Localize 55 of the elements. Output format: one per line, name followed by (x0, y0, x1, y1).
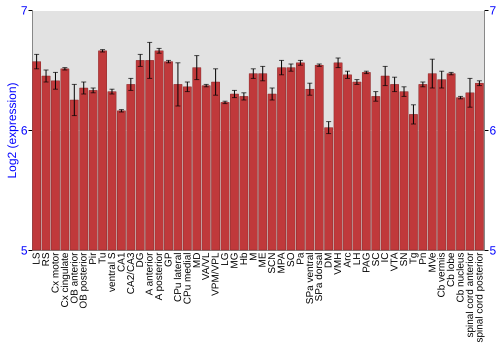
x-tick-label: Tg (408, 252, 420, 264)
x-tick-label: SCN (267, 252, 278, 274)
x-tick-label: MPA (276, 252, 288, 274)
y-axis-title: Log2 (expression) (4, 82, 19, 179)
x-tick-label: SPa ventral (304, 252, 316, 304)
x-tick-label: M (248, 252, 260, 261)
y2-tick-label: 7 (490, 4, 496, 18)
x-tick-label: RS (41, 252, 52, 266)
x-tick-label: Cb lobe (446, 252, 458, 287)
x-tick-label: Cb nucleus (456, 252, 467, 303)
x-tick-label: Cb vermis (436, 252, 448, 298)
x-tick-label: MG (229, 252, 240, 269)
x-tick-label: Tu (98, 252, 109, 264)
x-tick-label: GP (164, 252, 175, 267)
x-tick-label: A anterior (144, 252, 156, 296)
x-tick-label: SC (370, 252, 382, 266)
x-tick-label: VPM/VPL (210, 252, 222, 296)
x-tick-label: Pir (88, 252, 100, 265)
x-tick-label: ME (258, 252, 269, 268)
x-tick-label: CA1 (116, 252, 128, 272)
x-tick-label: CPu lateral (172, 252, 184, 302)
x-tick-label: OB anterior (69, 252, 80, 304)
x-tick-label: LS (32, 252, 43, 265)
x-tick-label: Arc (342, 252, 354, 268)
y2-tick-label: 5 (490, 244, 496, 258)
y-tick-label: 5 (20, 244, 28, 258)
x-tick-label: SO (286, 252, 297, 267)
x-tick-label: MD (192, 252, 203, 268)
x-tick-label: Hb (238, 252, 250, 266)
x-tick-label: CA2/CA3 (126, 252, 137, 294)
x-tick-label: VA/VL (201, 252, 212, 280)
x-tick-label: CPu medial (182, 252, 194, 304)
x-tick-label: A posterior (154, 252, 166, 300)
x-tick-label: PAG (361, 252, 372, 273)
x-tick-label: SN (399, 252, 410, 266)
x-tick-label: OB posterior (78, 252, 90, 309)
x-tick-label: SPa dorsal (314, 252, 326, 302)
x-tick-label: VTA (390, 252, 401, 272)
x-tick-label: DG (135, 252, 146, 268)
x-tick-label: Pn (418, 252, 429, 265)
x-tick-label: MVe (427, 252, 438, 273)
y2-tick-label: 6 (490, 124, 496, 138)
x-tick-label: DM (324, 252, 335, 268)
x-tick-label: LG (220, 252, 232, 266)
x-tick-label: Pa (295, 252, 306, 265)
x-tick-label: spinal cord anterior (464, 252, 476, 338)
x-tick-label: Cx cingulate (60, 252, 71, 308)
y-tick-label: 6 (20, 124, 28, 138)
x-tick-label: LH (352, 252, 363, 266)
x-tick-label: IC (380, 252, 392, 262)
x-tick-label: spinal cord posterior (474, 252, 486, 343)
x-tick-label: Cx motor (50, 252, 62, 294)
y-tick-label: 7 (20, 4, 28, 18)
x-tick-label: ventral S (106, 252, 118, 292)
x-tick-label: VMH (333, 252, 344, 275)
